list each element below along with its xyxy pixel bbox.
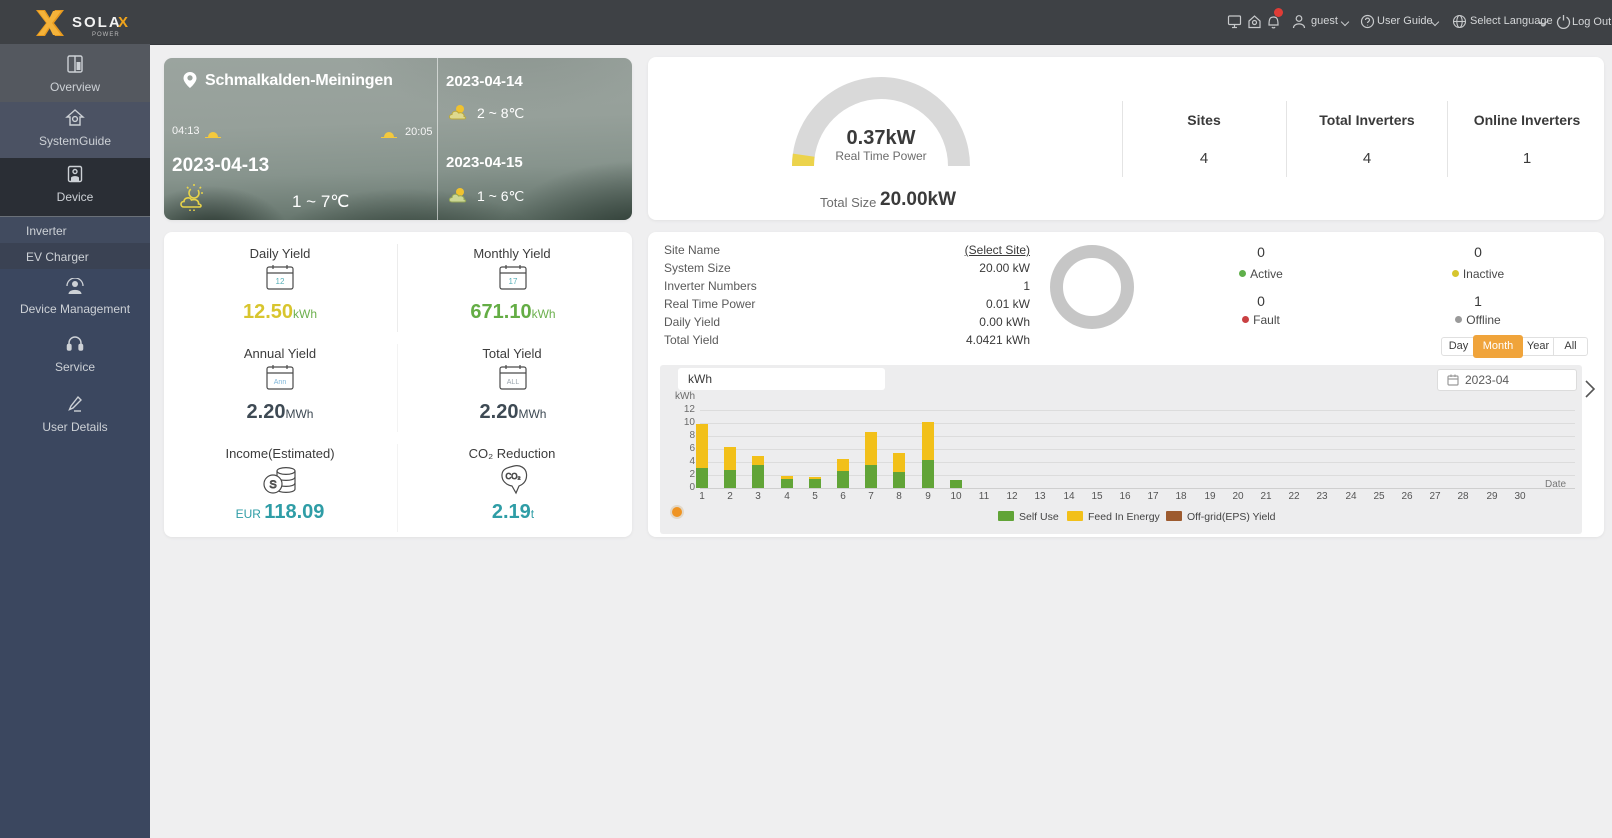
svg-text:POWER: POWER (92, 32, 120, 38)
svg-text:S: S (269, 479, 276, 491)
svg-text:X: X (118, 14, 128, 31)
svg-text:CO₂: CO₂ (505, 472, 520, 481)
svg-text:12: 12 (276, 277, 285, 286)
svg-text:17: 17 (509, 277, 518, 286)
svg-text:Ann: Ann (274, 379, 287, 386)
svg-text:ALL: ALL (507, 379, 520, 386)
svg-text:SOLA: SOLA (72, 14, 122, 31)
